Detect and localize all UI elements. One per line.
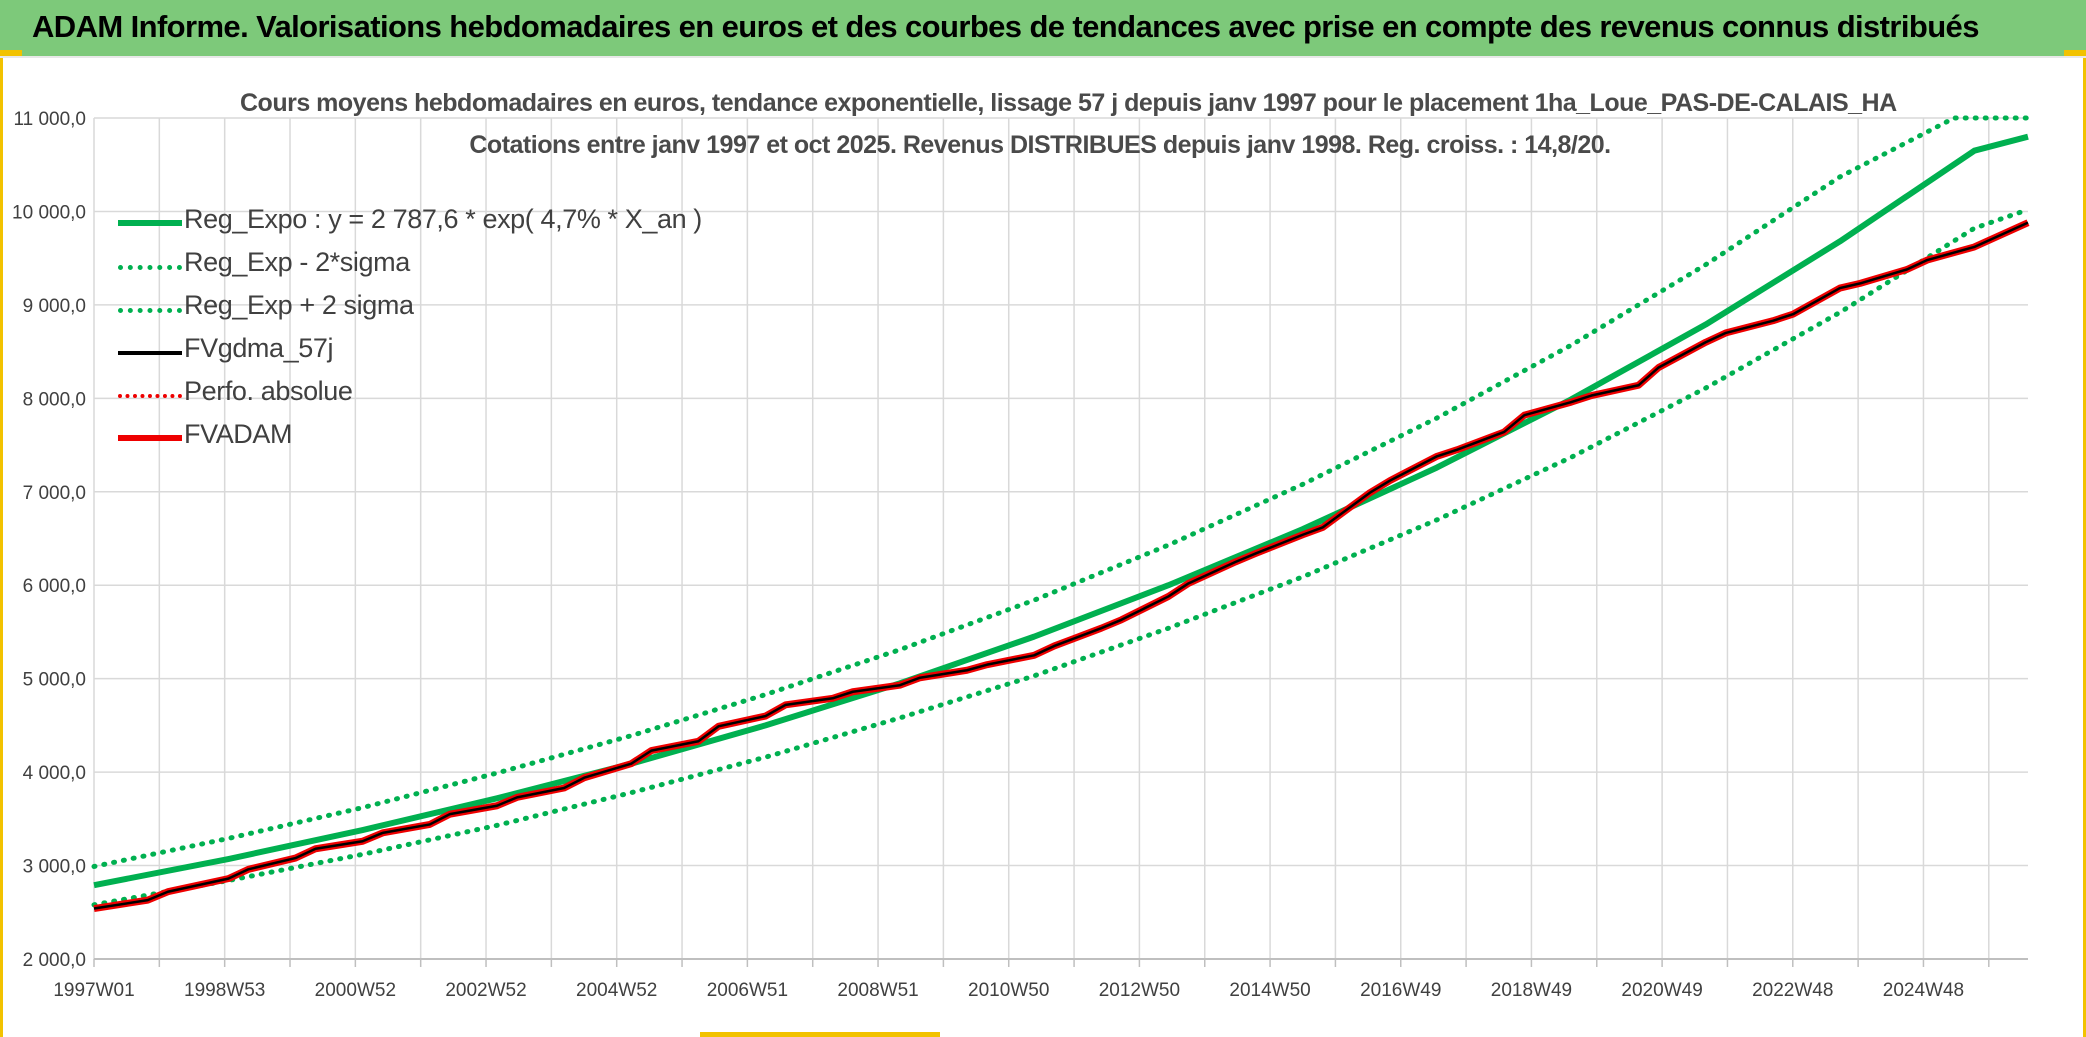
series-line-2	[91, 115, 2031, 869]
chart-frame	[0, 58, 2086, 1037]
y-tick-label: 7 000,0	[23, 483, 86, 504]
series-line-5	[93, 219, 2030, 912]
x-tick-label: 2022W48	[1752, 980, 1833, 1001]
x-tick-label: 2016W49	[1360, 980, 1441, 1001]
x-tick-label: 2010W50	[968, 980, 1049, 1001]
series-line-3	[93, 221, 2029, 910]
x-axis-ticks: 1997W01 1998W53 2000W52 2002W52 2004W52 2006W…	[53, 980, 1964, 1001]
legend-swatch-perfo-absolue	[118, 394, 182, 398]
y-tick-label: 4 000,0	[23, 763, 86, 784]
chart-grid	[93, 117, 2028, 967]
legend-label-fvgdma: FVgdma_57j	[184, 333, 334, 363]
y-tick-label: 9 000,0	[23, 296, 86, 317]
y-tick-label: 2 000,0	[23, 950, 86, 971]
x-tick-label: 2008W51	[837, 980, 918, 1001]
x-tick-label: 2004W52	[576, 980, 657, 1001]
series-line-0	[93, 133, 2029, 889]
legend-swatch-fvadam	[118, 435, 182, 441]
banner-title: ADAM Informe. Valorisations hebdomadaire…	[32, 9, 1979, 44]
y-tick-label: 8 000,0	[23, 389, 86, 410]
y-tick-label: 3 000,0	[23, 857, 86, 878]
y-tick-label: 11 000,0	[13, 109, 86, 130]
bottom-accent-bar	[700, 1032, 940, 1037]
x-tick-label: 2000W52	[315, 980, 396, 1001]
x-tick-label: 2002W52	[445, 980, 526, 1001]
y-tick-label: 6 000,0	[23, 576, 86, 597]
legend-swatch-reg-exp-plus	[118, 308, 182, 313]
x-tick-label: 1997W01	[53, 980, 134, 1001]
chart-subtitle: Cotations entre janv 1997 et oct 2025. R…	[469, 131, 1611, 159]
chart-title: Cours moyens hebdomadaires en euros, ten…	[240, 89, 1897, 117]
legend-swatch-reg-exp-minus	[118, 265, 182, 270]
legend-swatch-reg-expo	[118, 220, 182, 226]
x-tick-label: 2012W50	[1099, 980, 1180, 1001]
y-axis-ticks: 2 000,0 3 000,0 4 000,0 5 000,0 6 000,0 7 000…	[12, 109, 86, 971]
legend-swatch-fvgdma	[118, 351, 182, 355]
y-tick-label: 10 000,0	[12, 202, 86, 223]
x-tick-label: 2014W50	[1229, 980, 1310, 1001]
legend-label-perfo-absolue: Perfo. absolue	[184, 376, 353, 406]
x-tick-label: 2024W48	[1883, 980, 1964, 1001]
header-banner: ADAM Informe. Valorisations hebdomadaire…	[0, 0, 2086, 58]
banner-accent-left	[0, 50, 22, 56]
legend-label-reg-exp-plus: Reg_Exp + 2 sigma	[184, 290, 414, 320]
x-tick-label: 2020W49	[1621, 980, 1702, 1001]
banner-accent-right	[2064, 50, 2086, 56]
series-line-1	[91, 207, 2031, 908]
x-tick-label: 2006W51	[707, 980, 788, 1001]
x-tick-label: 2018W49	[1491, 980, 1572, 1001]
legend-label-fvadam: FVADAM	[184, 419, 293, 449]
legend-label-reg-expo: Reg_Expo : y = 2 787,6 * exp( 4,7% * X_a…	[184, 204, 702, 234]
x-tick-label: 1998W53	[184, 980, 265, 1001]
legend-label-reg-exp-minus: Reg_Exp - 2*sigma	[184, 247, 410, 277]
y-tick-label: 5 000,0	[23, 670, 86, 691]
chart-series	[91, 115, 2031, 912]
